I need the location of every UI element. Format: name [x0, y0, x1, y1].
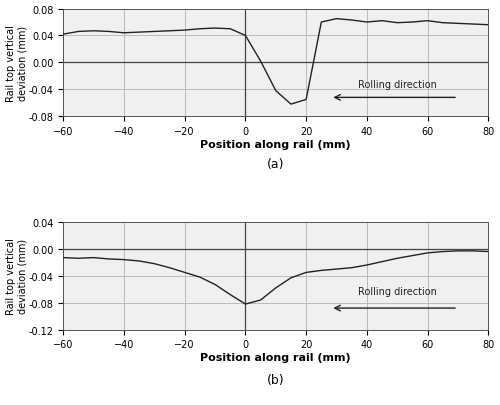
Y-axis label: Rail top vertical
deviation (mm): Rail top vertical deviation (mm): [6, 238, 27, 314]
Y-axis label: Rail top vertical
deviation (mm): Rail top vertical deviation (mm): [6, 25, 28, 102]
Text: Rolling direction: Rolling direction: [358, 80, 436, 90]
Text: Rolling direction: Rolling direction: [358, 286, 436, 296]
X-axis label: Position along rail (mm): Position along rail (mm): [200, 352, 351, 362]
Text: (b): (b): [267, 373, 284, 386]
Text: (a): (a): [267, 158, 284, 171]
X-axis label: Position along rail (mm): Position along rail (mm): [200, 139, 351, 149]
